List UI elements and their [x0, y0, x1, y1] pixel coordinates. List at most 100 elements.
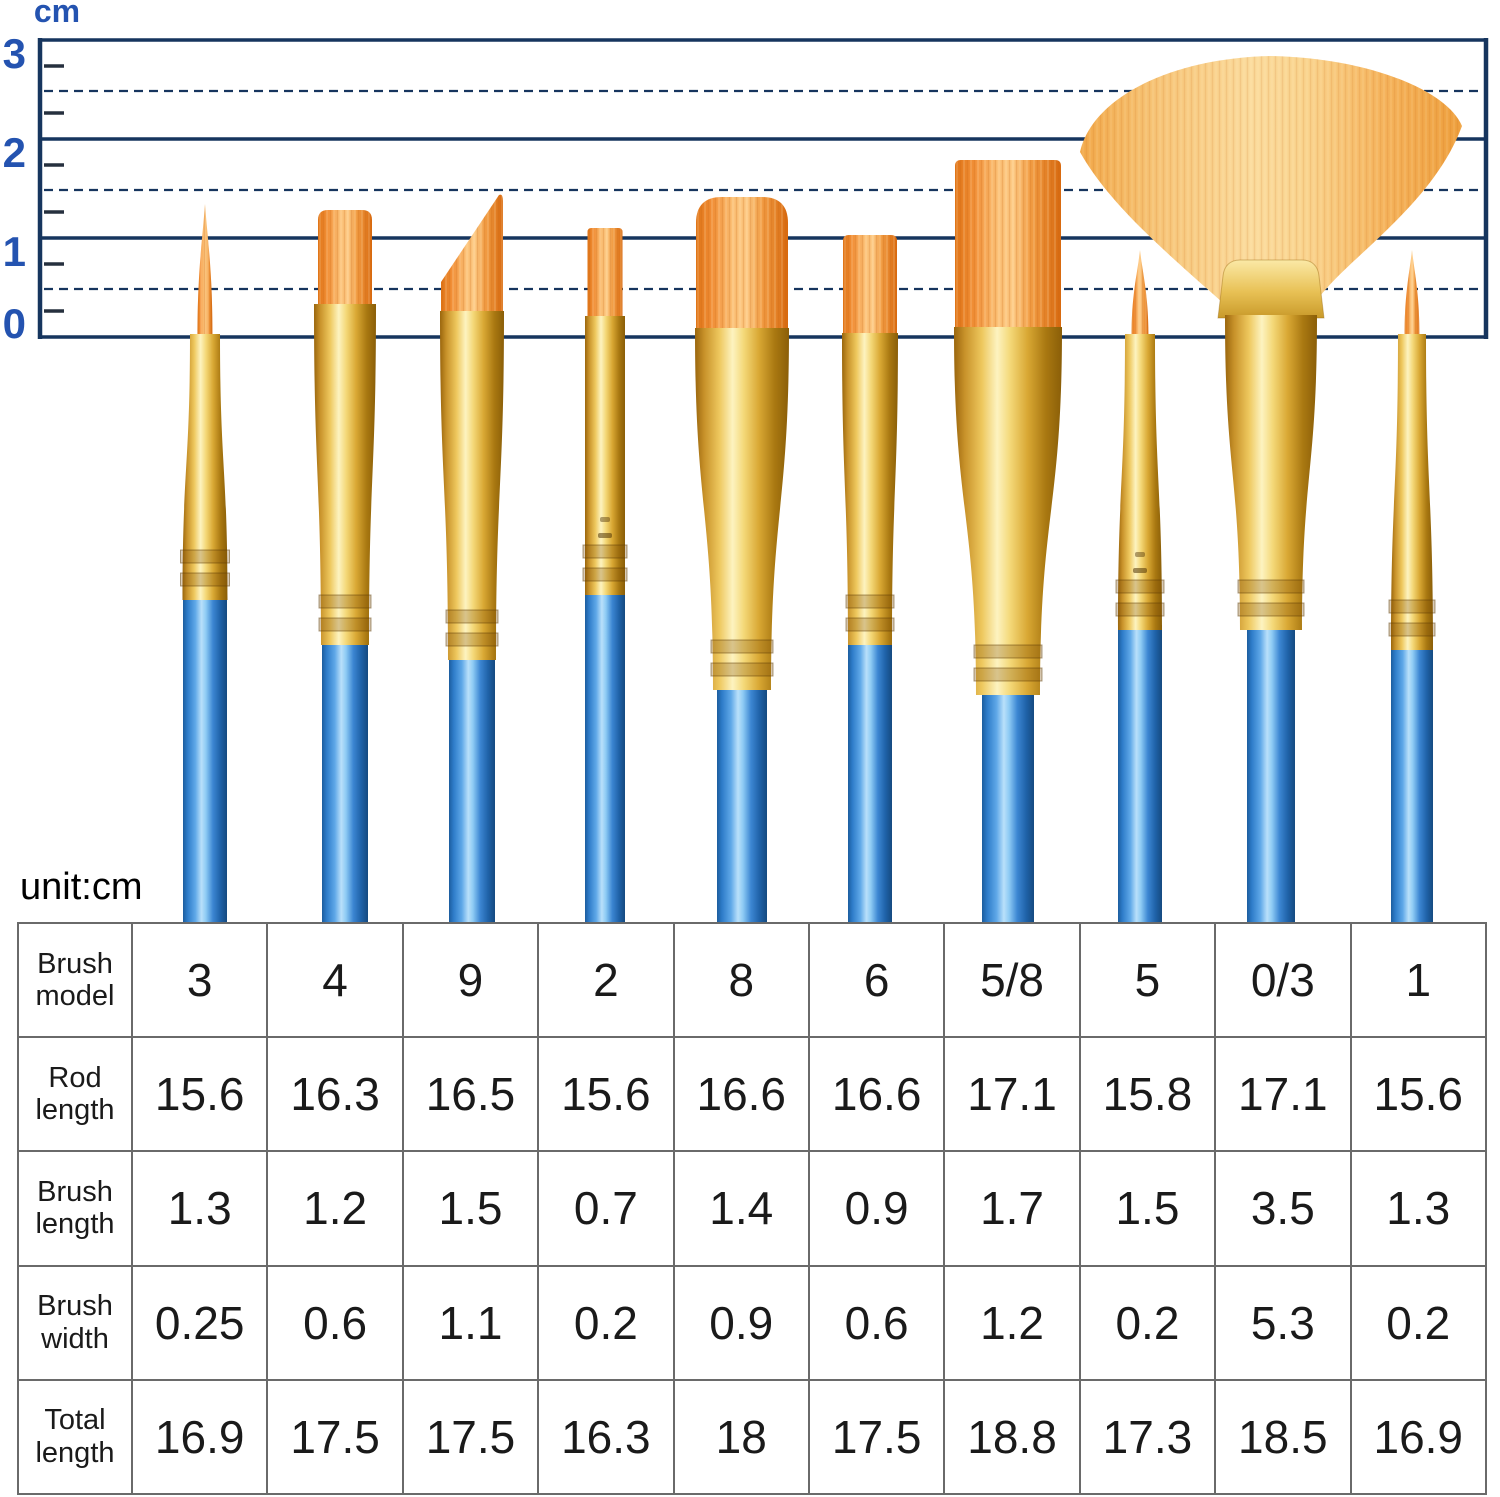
ferrule-crimp-ring: [180, 549, 230, 564]
spec-value-cell: 0/3: [1214, 921, 1352, 1039]
brush-handle: [1247, 625, 1295, 922]
table-row: Total length 16.9 17.5 17.5 16.3 18 17.5 18.8 17…: [17, 1378, 1488, 1496]
spec-value-cell: 15.6: [130, 1036, 269, 1153]
product-photo: cm 3 2 1 0: [3, 0, 1489, 922]
spec-value-cell: 16.3: [266, 1036, 404, 1153]
brush-model-5: [1115, 250, 1165, 922]
spec-value-cell: 1.4: [672, 1150, 810, 1267]
ferrule-crimp-ring: [445, 632, 499, 647]
spec-value-cell: 17.3: [1078, 1378, 1217, 1496]
ferrule-stamp: [598, 533, 612, 538]
spec-value-cell: 1.7: [943, 1150, 1081, 1267]
spec-value-cell: 1.3: [1349, 1150, 1488, 1267]
brush-ferrule: [1225, 315, 1317, 630]
brush-handle: [585, 590, 625, 922]
spec-value-cell: 15.8: [1078, 1036, 1217, 1153]
brush-ferrule: [182, 334, 228, 600]
fan-clamp: [1217, 259, 1325, 319]
ferrule-crimp-ring: [1237, 602, 1305, 617]
brush-model-4: [314, 210, 376, 922]
ferrule-stamp: [1135, 552, 1145, 557]
ferrule-crimp-ring: [1115, 579, 1165, 594]
spec-value-cell: 0.2: [537, 1264, 675, 1381]
spec-value-cell: 1: [1349, 921, 1488, 1039]
spec-value-cell: 17.5: [401, 1378, 540, 1496]
spec-value-cell: 0.2: [1349, 1264, 1488, 1381]
brush-model-1: [1388, 250, 1436, 922]
spec-value-cell: 17.5: [266, 1378, 404, 1496]
ferrule-crimp-ring: [582, 567, 628, 582]
brush-handle: [982, 690, 1034, 922]
brush-ferrule: [314, 304, 376, 645]
table-row: Brush width 0.25 0.6 1.1 0.2 0.9 0.6 1.2 0.2 5.3 0…: [17, 1264, 1488, 1381]
spec-value-cell: 16.6: [807, 1036, 946, 1153]
spec-value-cell: 16.9: [130, 1378, 269, 1496]
brush-bristles-texture: [1131, 250, 1149, 338]
row-header-cell: Rod length: [17, 1036, 133, 1153]
spec-value-cell: 0.2: [1078, 1264, 1217, 1381]
spec-value-cell: 3: [130, 921, 269, 1039]
brush-ferrule: [585, 316, 625, 595]
ferrule-stamp: [1133, 568, 1147, 573]
brush-handle: [1391, 645, 1433, 922]
brush-bristles-texture: [587, 228, 623, 320]
ferrule-crimp-ring: [180, 572, 230, 587]
ferrule-crimp-ring: [845, 617, 895, 632]
brush-ferrule: [1118, 334, 1162, 630]
spec-value-cell: 1.3: [130, 1150, 269, 1267]
brush-bristles-texture: [696, 197, 788, 332]
ruler-tick-label: 3: [3, 30, 26, 77]
brush-handle: [183, 595, 227, 922]
spec-value-cell: 17.5: [807, 1378, 946, 1496]
spec-value-cell: 18.5: [1214, 1378, 1352, 1496]
brush-bristles-texture: [318, 210, 372, 308]
brush-model-6: [842, 235, 898, 922]
spec-value-cell: 1.5: [1078, 1150, 1217, 1267]
brush-model-0-3: [1080, 56, 1462, 922]
brush-model-5-8: [954, 160, 1062, 922]
spec-value-cell: 1.2: [943, 1264, 1081, 1381]
spec-value-cell: 0.9: [807, 1150, 946, 1267]
brush-model-3: [180, 204, 230, 922]
spec-value-cell: 18.8: [943, 1378, 1081, 1496]
brush-bristles-texture: [1080, 56, 1462, 312]
ferrule-crimp-ring: [582, 544, 628, 559]
spec-value-cell: 16.5: [401, 1036, 540, 1153]
brush-ferrule: [1391, 334, 1433, 650]
spec-value-cell: 9: [401, 921, 540, 1039]
ruler: cm 3 2 1 0: [3, 0, 1489, 347]
spec-value-cell: 0.25: [130, 1264, 269, 1381]
spec-value-cell: 2: [537, 921, 675, 1039]
brush-bristles-texture: [197, 204, 213, 338]
row-header-cell: Brush width: [17, 1264, 133, 1381]
ruler-tick-label: 0: [3, 300, 26, 347]
spec-value-cell: 16.3: [537, 1378, 675, 1496]
ferrule-crimp-ring: [1237, 579, 1305, 594]
row-header-cell: Brush model: [17, 921, 133, 1039]
brush-ferrule: [695, 328, 789, 690]
spec-value-cell: 1.5: [401, 1150, 540, 1267]
spec-value-cell: 18: [672, 1378, 810, 1496]
ruler-unit-label: cm: [34, 0, 80, 29]
table-row: Brush model 3 4 9 2 8 6 5/8 5 0/3 1: [17, 921, 1488, 1039]
row-header-cell: Total length: [17, 1378, 133, 1496]
ferrule-crimp-ring: [318, 594, 372, 609]
brush-model-9: [440, 194, 504, 922]
brush-handle: [449, 655, 495, 922]
brush-model-2: [582, 228, 628, 922]
spec-value-cell: 5/8: [943, 921, 1081, 1039]
spec-value-cell: 15.6: [1349, 1036, 1488, 1153]
ferrule-crimp-ring: [1388, 622, 1436, 637]
row-header-cell: Brush length: [17, 1150, 133, 1267]
spec-value-cell: 16.9: [1349, 1378, 1488, 1496]
ruler-tick-label: 1: [3, 228, 26, 275]
ferrule-crimp-ring: [845, 594, 895, 609]
ferrule-crimp-ring: [973, 644, 1043, 659]
brush-bristles-texture: [1404, 250, 1420, 338]
ferrule-crimp-ring: [710, 639, 774, 654]
brush-handle: [848, 640, 892, 922]
spec-table: Brush model 3 4 9 2 8 6 5/8 5 0/3 1 Rod length 15.6 1…: [17, 921, 1488, 1496]
brush-bristles-texture: [843, 235, 897, 337]
spec-value-cell: 17.1: [943, 1036, 1081, 1153]
